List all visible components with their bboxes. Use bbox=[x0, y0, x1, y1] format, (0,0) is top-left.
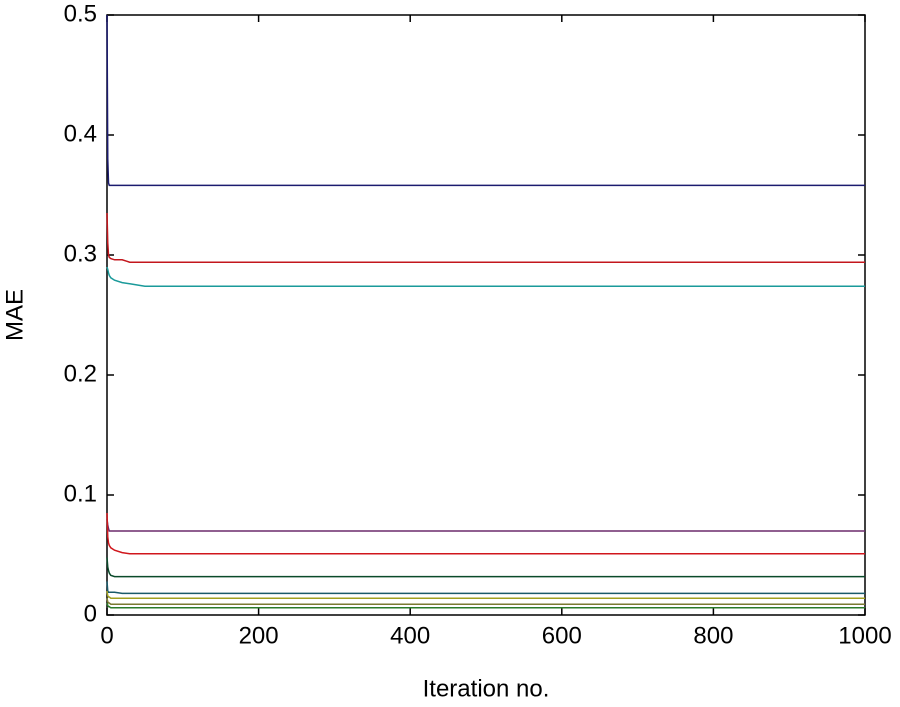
x-tick-label: 400 bbox=[390, 622, 430, 649]
line-series bbox=[106, 266, 865, 287]
y-tick-label: 0.3 bbox=[64, 240, 97, 267]
x-axis-label: Iteration no. bbox=[423, 675, 550, 702]
x-tick-label: 200 bbox=[239, 622, 279, 649]
y-axis-label: MAE bbox=[1, 289, 28, 341]
line-series bbox=[106, 602, 865, 609]
y-tick-label: 0.5 bbox=[64, 0, 97, 27]
x-tick-label: 800 bbox=[693, 622, 733, 649]
line-series bbox=[106, 590, 865, 599]
x-tick-label: 0 bbox=[100, 622, 113, 649]
line-series bbox=[106, 212, 865, 263]
x-tick-label: 600 bbox=[542, 622, 582, 649]
x-tick-label: 1000 bbox=[838, 622, 891, 649]
line-series bbox=[106, 598, 865, 605]
line-series bbox=[106, 14, 865, 187]
y-tick-label: 0 bbox=[84, 600, 97, 627]
y-tick-label: 0.1 bbox=[64, 480, 97, 507]
line-series bbox=[106, 581, 865, 595]
plot-frame bbox=[106, 14, 866, 616]
line-series bbox=[106, 512, 865, 555]
y-tick-label: 0.4 bbox=[64, 120, 97, 147]
y-tick-label: 0.2 bbox=[64, 360, 97, 387]
line-series bbox=[106, 557, 865, 578]
line-series bbox=[106, 518, 865, 532]
